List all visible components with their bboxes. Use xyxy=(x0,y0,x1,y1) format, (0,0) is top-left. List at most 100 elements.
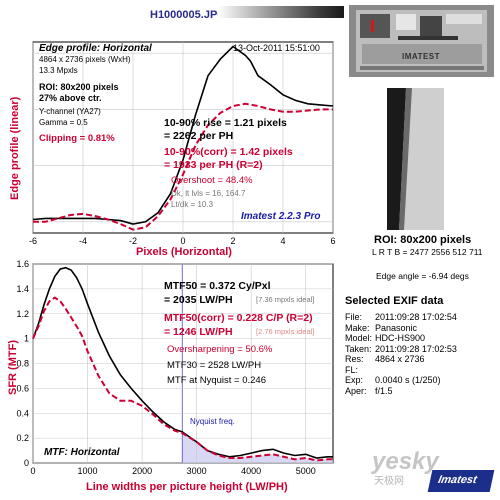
y-tick-label: 1 xyxy=(24,334,29,344)
edge-profile-grid xyxy=(32,42,334,233)
corr-line-1: 10-90%(corr) = 1.42 pixels xyxy=(164,146,293,158)
mtf50corr-line-1: MTF50(corr) = 0.228 C/P (R=2) xyxy=(164,312,313,324)
edge-angle: Edge angle = -6.94 degs xyxy=(376,271,469,281)
y-tick-label: 0.2 xyxy=(16,433,29,443)
edge-profile-x-ticks: -6 -4 -2 0 2 4 6 xyxy=(29,236,336,246)
x-tick-label: -4 xyxy=(79,236,87,246)
levels-line-1: Dk, lt lvls = 16, 164.7 xyxy=(171,189,246,198)
exif-row: Aper: f/1.5 xyxy=(345,386,393,396)
oversharpening-text: Oversharpening = 50.6% xyxy=(167,344,273,355)
mtf50-line-2: = 2035 LW/PH xyxy=(164,294,233,306)
gray-gradient-bar xyxy=(218,6,344,18)
channel-line-2: Gamma = 0.5 xyxy=(39,118,88,127)
exif-row: Make: Panasonic xyxy=(345,323,417,333)
chart-file-title: H1000005.JPG xyxy=(150,9,226,21)
exif-row: FL: xyxy=(345,365,375,375)
edge-xlabel: Pixels (Horizontal) xyxy=(136,246,232,258)
info-line-1: 4864 x 2736 pixels (WxH) xyxy=(39,55,131,64)
series-line-red-dashed xyxy=(33,102,333,231)
levels-line-2: Lt/dk = 10.3 xyxy=(171,200,214,209)
exif-value: 4864 x 2736 xyxy=(375,354,425,364)
mtf50-ideal: [7.36 mpxls ideal] xyxy=(256,295,315,304)
edge-ylabel: Edge profile (linear) xyxy=(9,96,21,200)
roi-label: ROI: 80x200 pixels xyxy=(374,234,472,246)
y-tick-label: 1.6 xyxy=(16,259,29,269)
roi-image xyxy=(387,88,444,230)
x-tick-label: -6 xyxy=(29,236,37,246)
mtf-grid xyxy=(32,263,333,464)
exif-key: Exp: xyxy=(345,375,364,385)
overshoot-text: Overshoot = 48.4% xyxy=(171,175,253,186)
mtf-xlabel: Line widths per picture height (LW/PH) xyxy=(86,481,288,493)
exif-value: 0.0040 s (1/250) xyxy=(375,375,441,385)
imatest-logo-text: Imatest xyxy=(436,474,479,486)
mtf-series xyxy=(32,266,333,462)
exif-title: Selected EXIF data xyxy=(345,295,444,307)
y-tick-label: 0 xyxy=(24,458,29,468)
exif-key: Aper: xyxy=(345,385,367,396)
roi-text: ROI: 80x200 pixels xyxy=(39,82,119,92)
mtf-panel-label: MTF: Horizontal xyxy=(44,447,120,458)
x-tick-label: -2 xyxy=(129,236,137,246)
imatest-logo: Imatest xyxy=(427,470,495,492)
mtf50corr-line-2: = 1246 LW/PH xyxy=(164,326,233,338)
series-line-black xyxy=(32,266,333,459)
x-tick-label: 6 xyxy=(330,236,335,246)
series-line-black xyxy=(32,45,334,225)
exif-key: Make: xyxy=(345,322,370,333)
thumb-text: IMATEST xyxy=(402,52,441,61)
above-text: 27% above ctr. xyxy=(39,93,102,103)
info-line-2: 13.3 Mpxls xyxy=(39,66,78,75)
watermark-sub: 天极网 xyxy=(374,476,404,487)
exif-value: Panasonic xyxy=(375,322,418,333)
lrtb-label: L R T B = 2477 2556 512 711 xyxy=(372,247,483,257)
x-tick-label: 2000 xyxy=(132,466,152,476)
exif-key: Res: xyxy=(345,354,364,364)
edge-panel-label: Edge profile: Horizontal xyxy=(39,43,152,54)
mtf-nyquist-text: MTF at Nyquist = 0.246 xyxy=(167,375,266,386)
y-tick-label: 0.4 xyxy=(16,408,29,418)
exif-row: Taken: 2011:09:28 17:02:53 xyxy=(345,344,457,354)
mtf30-text: MTF30 = 2528 LW/PH xyxy=(167,360,262,371)
edge-profile-series xyxy=(32,45,334,231)
y-tick-label: 1.4 xyxy=(16,284,29,294)
exif-value: HDC-HS900 xyxy=(375,333,426,343)
y-tick-label: 0.6 xyxy=(16,383,29,393)
rise-line-1: 10-90% rise = 1.21 pixels xyxy=(164,117,287,129)
exif-row: Res: 4864 x 2736 xyxy=(345,354,425,364)
exif-value: f/1.5 xyxy=(375,385,393,396)
exif-key: File: xyxy=(345,312,363,322)
exif-row: File: 2011:09:28 17:02:54 xyxy=(345,312,457,322)
mtf50-line-1: MTF50 = 0.372 Cy/Pxl xyxy=(164,280,271,292)
watermark: yesky xyxy=(372,448,439,475)
nyquist-label: Nyquist freq. xyxy=(190,417,235,426)
series-line-red-dashed xyxy=(32,296,333,462)
x-tick-label: 0 xyxy=(180,236,185,246)
exif-key: Taken: xyxy=(345,343,372,354)
exif-value: 2011:09:28 17:02:54 xyxy=(375,312,457,322)
clipping-text: Clipping = 0.81% xyxy=(39,133,115,144)
rise-line-2: = 2262 per PH xyxy=(164,130,234,142)
x-tick-label: 3000 xyxy=(187,466,207,476)
exif-value: 2011:09:28 17:02:53 xyxy=(375,343,457,354)
version-text: Imatest 2.2.3 Pro xyxy=(241,211,321,222)
x-tick-label: 4 xyxy=(280,236,285,246)
mtf-ticks: 0 1000 2000 3000 4000 5000 0 0.2 0.4 0.6 0.8 1 1.2 1.… xyxy=(16,259,315,476)
target-thumbnail xyxy=(349,5,494,77)
edge-date: 13-Oct-2011 15:51:00 xyxy=(233,43,320,53)
y-tick-label: 0.8 xyxy=(16,359,29,369)
y-tick-label: 1.2 xyxy=(16,309,29,319)
mtf-ylabel: SFR (MTF) xyxy=(7,340,19,395)
exif-row: Exp: 0.0040 s (1/250) xyxy=(345,375,441,385)
x-tick-label: 0 xyxy=(30,466,35,476)
exif-key: FL: xyxy=(345,364,359,375)
exif-key: Model: xyxy=(345,333,373,343)
x-tick-label: 2 xyxy=(230,236,235,246)
exif-row: Model: HDC-HS900 xyxy=(345,333,425,343)
x-tick-label: 5000 xyxy=(296,466,316,476)
x-tick-label: 4000 xyxy=(241,466,261,476)
mtf50corr-ideal: [2.76 mpxls ideal] xyxy=(256,327,315,336)
corr-line-2: = 1933 per PH (R=2) xyxy=(164,159,263,171)
x-tick-label: 1000 xyxy=(78,466,98,476)
